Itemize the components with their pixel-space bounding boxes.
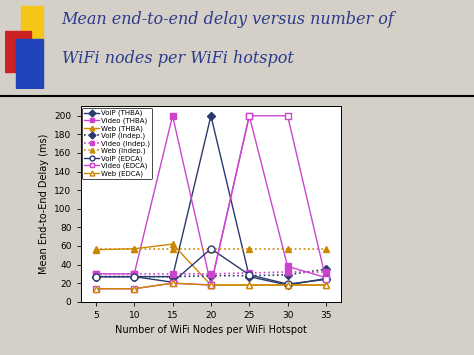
Bar <box>5 31 31 72</box>
Line: VoIP (EDCA): VoIP (EDCA) <box>92 245 329 288</box>
Web (Indep.) <box>170 247 175 251</box>
Web (Indep.) <box>93 247 99 251</box>
VoIP (Indep.) <box>208 274 214 278</box>
Web (THBA) <box>323 283 329 287</box>
Video (EDCA) <box>208 283 214 287</box>
Video (Indep.) <box>208 272 214 276</box>
Video (EDCA) <box>170 281 175 285</box>
Video (THBA) <box>93 272 99 276</box>
Line: Video (EDCA): Video (EDCA) <box>93 113 329 291</box>
Video (THBA) <box>170 114 175 118</box>
Web (THBA) <box>93 247 99 252</box>
Text: WiFi nodes per WiFi hotspot: WiFi nodes per WiFi hotspot <box>62 50 293 67</box>
VoIP (EDCA) <box>131 274 137 279</box>
VoIP (THBA) <box>323 277 329 281</box>
Line: VoIP (THBA): VoIP (THBA) <box>93 113 329 288</box>
Y-axis label: Mean End-to-End Delay (ms): Mean End-to-End Delay (ms) <box>39 134 49 274</box>
Line: Video (THBA): Video (THBA) <box>93 113 329 288</box>
Video (THBA) <box>131 272 137 276</box>
Web (EDCA) <box>208 283 214 287</box>
Web (EDCA) <box>170 281 175 285</box>
Web (Indep.) <box>246 247 252 251</box>
Bar <box>21 6 43 44</box>
VoIP (Indep.) <box>131 274 137 279</box>
Video (EDCA) <box>93 286 99 291</box>
Video (Indep.) <box>285 270 291 274</box>
Web (THBA) <box>131 247 137 251</box>
VoIP (THBA) <box>208 114 214 118</box>
Video (THBA) <box>285 264 291 268</box>
VoIP (Indep.) <box>170 274 175 279</box>
VoIP (EDCA) <box>285 282 291 286</box>
VoIP (EDCA) <box>323 277 329 282</box>
Web (Indep.) <box>285 247 291 251</box>
Web (EDCA) <box>246 283 252 287</box>
VoIP (Indep.) <box>323 267 329 271</box>
VoIP (Indep.) <box>285 273 291 277</box>
Bar <box>16 39 43 89</box>
VoIP (THBA) <box>93 274 99 279</box>
Video (Indep.) <box>170 272 175 276</box>
Video (EDCA) <box>285 114 291 118</box>
Web (Indep.) <box>208 247 214 251</box>
Web (THBA) <box>285 283 291 287</box>
Video (EDCA) <box>323 277 329 282</box>
X-axis label: Number of WiFi Nodes per WiFi Hotspot: Number of WiFi Nodes per WiFi Hotspot <box>115 325 307 335</box>
Web (THBA) <box>208 283 214 287</box>
Line: VoIP (Indep.): VoIP (Indep.) <box>93 267 329 279</box>
VoIP (Indep.) <box>93 274 99 279</box>
Web (Indep.) <box>323 247 329 251</box>
VoIP (EDCA) <box>208 247 214 251</box>
Video (THBA) <box>323 275 329 280</box>
Video (THBA) <box>246 114 252 118</box>
Video (Indep.) <box>93 272 99 276</box>
Video (EDCA) <box>246 114 252 118</box>
Video (Indep.) <box>246 271 252 275</box>
Text: Mean end-to-end delay versus number of: Mean end-to-end delay versus number of <box>62 11 394 28</box>
Video (EDCA) <box>131 286 137 291</box>
Web (THBA) <box>246 283 252 287</box>
Web (EDCA) <box>131 286 137 291</box>
Legend: VoIP (THBA), Video (THBA), Web (THBA), VoIP (Indep.), Video (Indep.), Web (Indep: VoIP (THBA), Video (THBA), Web (THBA), V… <box>82 108 153 179</box>
Web (THBA) <box>170 242 175 246</box>
VoIP (THBA) <box>170 274 175 279</box>
VoIP (THBA) <box>285 283 291 287</box>
Video (Indep.) <box>323 270 329 274</box>
VoIP (THBA) <box>131 274 137 279</box>
VoIP (EDCA) <box>170 280 175 284</box>
Web (EDCA) <box>285 283 291 287</box>
Line: Web (THBA): Web (THBA) <box>92 241 329 289</box>
Line: Web (EDCA): Web (EDCA) <box>92 280 329 292</box>
Video (THBA) <box>208 283 214 287</box>
VoIP (THBA) <box>246 274 252 279</box>
Web (EDCA) <box>93 286 99 291</box>
Video (Indep.) <box>131 272 137 276</box>
Web (EDCA) <box>323 283 329 287</box>
Web (Indep.) <box>131 247 137 251</box>
VoIP (EDCA) <box>93 274 99 279</box>
Line: Video (Indep.): Video (Indep.) <box>93 269 329 277</box>
VoIP (Indep.) <box>246 274 252 278</box>
VoIP (EDCA) <box>246 273 252 277</box>
Line: Web (Indep.): Web (Indep.) <box>92 245 329 252</box>
